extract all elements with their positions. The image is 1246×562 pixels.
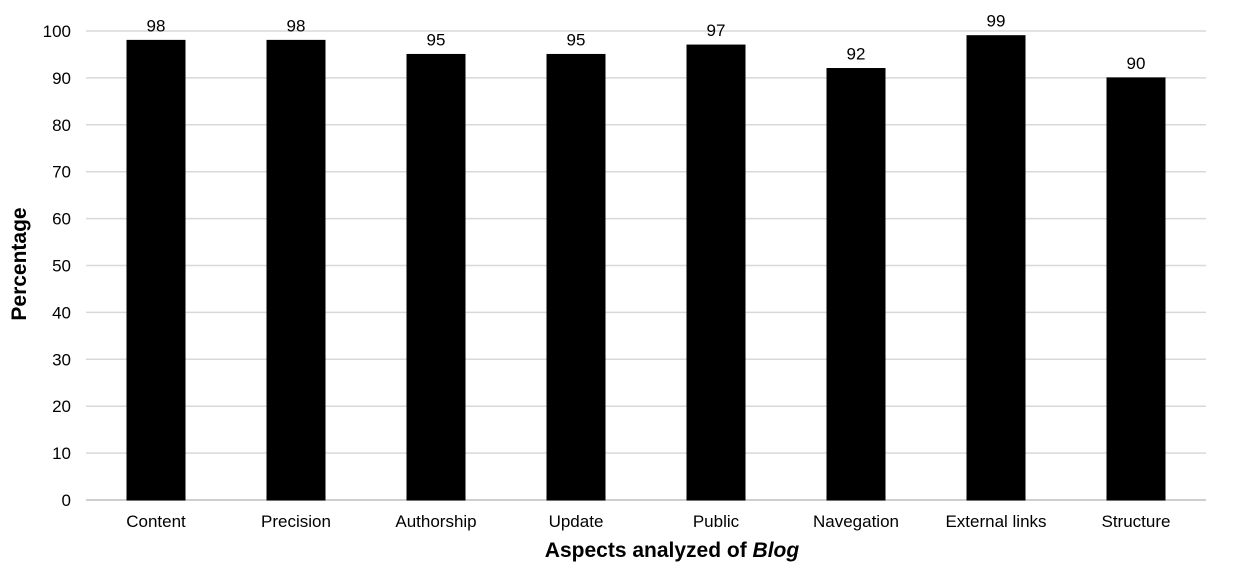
y-tick-label: 90 bbox=[52, 69, 71, 88]
y-tick-label: 20 bbox=[52, 397, 71, 416]
x-tick-label: Authorship bbox=[395, 512, 476, 531]
x-tick-label: Structure bbox=[1102, 512, 1171, 531]
y-tick-label: 70 bbox=[52, 163, 71, 182]
bar bbox=[966, 35, 1026, 501]
x-axis-title-emphasis: Blog bbox=[753, 539, 800, 562]
gridlines bbox=[86, 30, 1206, 501]
data-label: 95 bbox=[567, 30, 586, 49]
bar bbox=[126, 39, 186, 501]
y-axis-title: Percentage bbox=[8, 207, 31, 320]
x-tick-label: Navegation bbox=[813, 512, 899, 531]
data-label: 98 bbox=[147, 16, 166, 35]
data-label: 97 bbox=[707, 21, 726, 40]
y-tick-label: 100 bbox=[43, 22, 71, 41]
data-label: 92 bbox=[847, 45, 866, 64]
x-tick-label: Public bbox=[693, 512, 740, 531]
bar bbox=[826, 68, 886, 501]
y-tick-label: 0 bbox=[62, 491, 71, 510]
x-tick-label: Update bbox=[549, 512, 604, 531]
data-label: 95 bbox=[427, 30, 446, 49]
y-tick-label: 40 bbox=[52, 303, 71, 322]
bar bbox=[686, 44, 746, 501]
data-labels: 98 98 95 95 97 92 99 90 bbox=[147, 12, 1146, 73]
bars bbox=[126, 35, 1166, 501]
y-tick-label: 50 bbox=[52, 257, 71, 276]
y-tick-label: 10 bbox=[52, 444, 71, 463]
bar bbox=[266, 39, 326, 501]
bar bbox=[546, 53, 606, 501]
x-axis-ticks: Content Precision Authorship Update Public Na… bbox=[126, 512, 1170, 531]
x-axis-title: Aspects analyzed of Blog bbox=[545, 539, 800, 562]
x-tick-label: Precision bbox=[261, 512, 331, 531]
x-tick-label: External links bbox=[945, 512, 1046, 531]
data-label: 90 bbox=[1127, 54, 1146, 73]
y-axis-ticks: 0 10 20 30 40 50 60 70 80 90 100 bbox=[43, 22, 71, 510]
x-tick-label: Content bbox=[126, 512, 186, 531]
y-tick-label: 80 bbox=[52, 116, 71, 135]
x-axis-title-prefix: Aspects analyzed of bbox=[545, 539, 753, 562]
data-label: 98 bbox=[287, 16, 306, 35]
y-tick-label: 30 bbox=[52, 350, 71, 369]
data-label: 99 bbox=[987, 12, 1006, 31]
bar bbox=[406, 53, 466, 501]
y-tick-label: 60 bbox=[52, 210, 71, 229]
bar bbox=[1106, 77, 1166, 501]
